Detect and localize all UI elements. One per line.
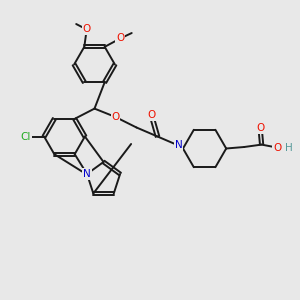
Text: O: O bbox=[116, 33, 124, 43]
Text: H: H bbox=[285, 143, 292, 153]
Text: O: O bbox=[273, 142, 281, 153]
Text: Cl: Cl bbox=[20, 131, 31, 142]
Text: O: O bbox=[256, 123, 264, 133]
Text: O: O bbox=[82, 24, 91, 34]
Text: O: O bbox=[111, 112, 120, 122]
Text: N: N bbox=[175, 140, 182, 151]
Text: N: N bbox=[83, 169, 91, 179]
Text: O: O bbox=[147, 110, 156, 121]
